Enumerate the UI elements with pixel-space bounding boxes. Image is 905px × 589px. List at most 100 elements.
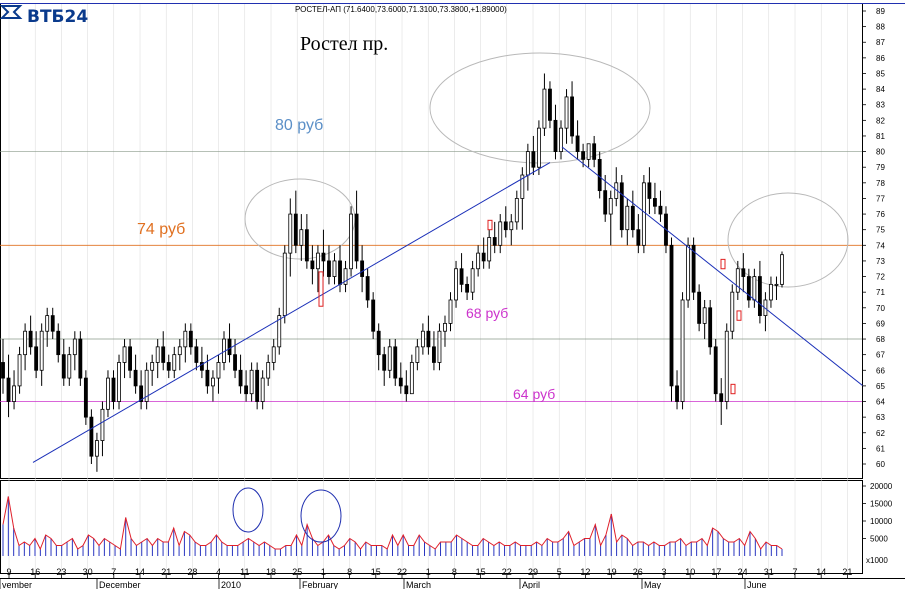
price-tick-label-83: 83 — [876, 101, 885, 110]
level-label-80: 80 руб — [275, 117, 323, 134]
price-panel-frame — [0, 3, 863, 479]
date-tick-label-22: 12 — [580, 567, 590, 577]
candle-body-117 — [647, 182, 652, 199]
candle-body-34 — [188, 330, 193, 348]
highlight-marker-0 — [318, 271, 324, 307]
volume-line — [2, 496, 783, 551]
price-tick-label-67: 67 — [876, 351, 885, 360]
candle-body-55 — [304, 229, 309, 262]
date-tick-label-2: 23 — [56, 567, 66, 577]
candle-body-59 — [327, 260, 331, 277]
date-tick-label-9: 11 — [240, 567, 249, 577]
price-tick-label-75: 75 — [876, 226, 885, 235]
candle-body-31 — [172, 354, 177, 371]
date-tick-label-8: 4 — [216, 567, 221, 577]
annotation-ellipse-0 — [244, 178, 356, 260]
candle-body-44 — [244, 385, 249, 395]
candle-body-114 — [630, 205, 635, 231]
candle-body-24 — [133, 369, 138, 387]
date-tick-label-31: 14 — [816, 567, 826, 577]
candle-body-63 — [349, 213, 353, 270]
candle-body-101 — [559, 127, 563, 152]
price-tick-label-65: 65 — [876, 382, 885, 391]
candle-body-119 — [658, 205, 663, 215]
price-tick-label-69: 69 — [876, 319, 885, 328]
volume-tick-label-15000: 15000 — [870, 500, 893, 509]
candle-body-33 — [183, 330, 188, 348]
date-tick-label-29: 31 — [764, 567, 774, 577]
candle-body-23 — [128, 346, 132, 371]
candle-body-57 — [315, 252, 320, 270]
candle-body-28 — [155, 346, 160, 363]
candle-body-104 — [575, 135, 580, 152]
candle-body-74 — [409, 362, 414, 395]
date-tick-label-18: 15 — [476, 567, 486, 577]
logo-text: ВТБ24 — [27, 7, 88, 27]
candle-body-58 — [321, 252, 326, 262]
candle-body-113 — [625, 205, 630, 231]
price-tick-label-81: 81 — [876, 132, 885, 141]
candle-body-41 — [227, 338, 232, 356]
candle-body-11 — [61, 354, 66, 379]
candle-body-112 — [619, 182, 624, 231]
candle-body-109 — [603, 190, 608, 215]
candle-body-14 — [78, 338, 83, 379]
candle-body-38 — [211, 377, 215, 387]
candle-body-64 — [354, 213, 359, 262]
month-label-1: December — [99, 580, 141, 589]
date-tick-label-4: 7 — [111, 567, 116, 577]
candle-body-8 — [45, 315, 50, 332]
annotation-ellipse-2 — [727, 192, 849, 288]
candle-body-62 — [343, 268, 348, 285]
date-tick-label-24: 26 — [633, 567, 643, 577]
price-tick-label-70: 70 — [876, 304, 885, 313]
candle-body-18 — [100, 408, 105, 441]
candle-body-140 — [774, 283, 779, 286]
candle-body-102 — [564, 96, 569, 129]
volume-unit-label: x1000 — [866, 556, 888, 565]
date-tick-label-15: 22 — [397, 567, 407, 577]
price-tick-label-62: 62 — [876, 429, 885, 438]
candle-body-2 — [12, 385, 16, 402]
candle-body-132 — [730, 291, 735, 332]
candle-body-72 — [398, 377, 403, 387]
price-tick-label-68: 68 — [876, 335, 885, 344]
candle-body-118 — [653, 198, 657, 207]
candle-body-4 — [23, 330, 28, 356]
candle-body-39 — [216, 362, 221, 379]
candle-body-10 — [56, 330, 61, 356]
date-tick-label-28: 24 — [738, 567, 748, 577]
candle-body-76 — [420, 330, 425, 348]
candle-body-20 — [111, 377, 116, 402]
candle-body-108 — [597, 158, 602, 192]
candle-body-16 — [89, 416, 94, 457]
date-tick-label-19: 22 — [502, 567, 512, 577]
candle-body-51 — [282, 252, 287, 317]
month-label-4: March — [406, 580, 431, 589]
candle-body-66 — [365, 276, 370, 301]
candle-body-123 — [680, 299, 685, 402]
price-tick-label-84: 84 — [876, 85, 885, 94]
candle-body-45 — [249, 369, 254, 395]
date-tick-label-25: 3 — [661, 567, 666, 577]
date-tick-label-11: 25 — [292, 567, 302, 577]
candle-body-88 — [487, 237, 492, 262]
price-tick-label-71: 71 — [876, 288, 885, 297]
candle-body-134 — [741, 268, 746, 277]
candle-body-32 — [177, 346, 182, 356]
volume-highlight-ellipse-1 — [300, 489, 342, 543]
candle-body-103 — [570, 96, 574, 137]
date-tick-label-3: 30 — [83, 567, 93, 577]
candle-body-94 — [520, 174, 525, 199]
candle-body-1 — [6, 377, 11, 402]
candle-body-42 — [233, 354, 237, 371]
candle-body-37 — [205, 369, 210, 387]
candle-body-133 — [735, 268, 740, 293]
candle-body-127 — [702, 307, 707, 324]
highlight-marker-2 — [720, 258, 726, 270]
vtb24-logo: ВТБ24 — [0, 5, 88, 27]
price-tick-label-85: 85 — [876, 69, 885, 78]
price-tick-label-76: 76 — [876, 210, 885, 219]
level-label-64: 64 руб — [513, 386, 555, 402]
vertical-grid — [8, 4, 848, 573]
